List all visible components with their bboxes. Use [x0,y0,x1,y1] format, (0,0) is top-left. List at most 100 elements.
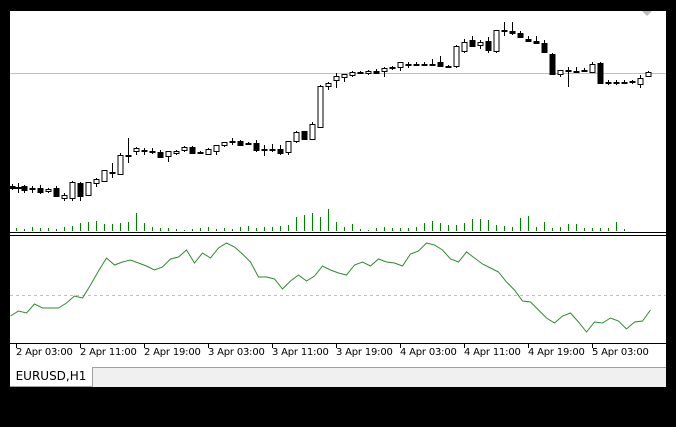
bear-candle-body [413,64,420,66]
time-axis-label: 5 Apr 03:00 [592,347,649,358]
bull-candle-body [165,151,172,157]
bull-candle-body [221,142,228,146]
bull-candle-body [101,170,108,182]
bull-candle-body [69,182,76,199]
bear-candle-body [245,143,252,145]
time-axis-label: 2 Apr 11:00 [80,347,137,358]
bull-candle-body [421,64,428,66]
bull-candle-body [93,179,100,184]
bear-candle-body [29,188,36,190]
bear-candle-body [469,40,476,47]
bear-candle-body [525,39,532,42]
bear-candle-body [197,152,204,154]
indicator-line [10,242,651,333]
time-axis-label: 3 Apr 03:00 [208,347,265,358]
bear-candle-body [517,33,524,38]
bear-candle-body [229,141,236,143]
bull-candle-body [501,30,508,32]
bull-candle-body [285,141,292,153]
time-axis-label: 4 Apr 03:00 [400,347,457,358]
bear-candle-body [613,82,620,84]
bull-candle-body [205,149,212,155]
bull-candle-body [637,78,644,85]
bear-candle-body [141,150,148,152]
bear-candle-body [605,82,612,84]
bull-candle-body [365,71,372,74]
chart-canvas[interactable] [10,11,666,367]
bear-candle-body [301,131,308,140]
bull-candle-body [629,81,636,83]
bull-candle-body [317,86,324,128]
bear-candle-body [581,70,588,72]
bull-candle-body [557,70,564,75]
bull-candle-body [293,132,300,142]
bull-candle-body [333,76,340,81]
bull-candle-body [349,72,356,76]
time-axis-ticks [16,343,593,348]
time-axis-label: 4 Apr 19:00 [528,347,585,358]
bear-candle-body [533,41,540,44]
time-axis-label: 2 Apr 03:00 [16,347,73,358]
bull-candle-body [445,66,452,68]
bear-candle-body [15,187,22,189]
bull-candle-body [117,155,124,175]
chart-frame[interactable] [10,11,666,387]
bull-candle-body [461,42,468,52]
bull-candle-body [357,72,364,74]
bear-candle-body [573,71,580,73]
bear-candle-body [549,54,556,75]
time-axis-label: 4 Apr 11:00 [464,347,521,358]
tab-eurusd-h1[interactable]: EURUSD,H1 [10,367,93,387]
bull-candle-body [389,67,396,69]
bear-candle-body [10,186,16,189]
bear-candle-body [277,149,284,154]
bear-candle-body [565,70,572,72]
bear-candle-body [261,149,268,151]
bear-candle-body [437,62,444,67]
bear-candle-body [53,188,60,197]
bear-candle-body [237,141,244,146]
bull-candle-body [589,64,596,73]
bear-candle-body [77,183,84,197]
bear-candle-body [21,186,28,191]
bull-candle-body [61,195,68,199]
bear-candle-body [37,188,44,193]
volume-bars [16,209,625,231]
bull-candle-body [493,30,500,52]
bull-candle-body [325,83,332,87]
bear-candle-body [189,147,196,154]
bull-candle-body [181,147,188,151]
bear-candle-body [509,31,516,34]
bull-candle-body [173,151,180,154]
bear-candle-body [541,43,548,53]
chart-shift-marker-icon[interactable] [642,11,652,16]
candlesticks [10,22,652,201]
bull-candle-body [309,124,316,140]
time-axis-label: 2 Apr 19:00 [144,347,201,358]
bull-candle-body [477,42,484,46]
bear-candle-body [253,143,260,151]
bear-candle-body [125,155,132,157]
bull-candle-body [133,148,140,152]
bear-candle-body [621,82,628,84]
bull-candle-body [45,189,52,192]
bear-candle-body [157,152,164,158]
bull-candle-body [341,74,348,78]
bull-candle-body [381,68,388,72]
bull-candle-body [397,62,404,68]
time-axis-label: 3 Apr 11:00 [272,347,329,358]
bear-candle-body [485,41,492,51]
bull-candle-body [453,46,460,67]
bear-candle-body [373,71,380,74]
bear-candle-body [597,63,604,84]
bear-candle-body [269,149,276,151]
bear-candle-body [405,64,412,66]
bull-candle-body [213,145,220,152]
bear-candle-body [109,172,116,174]
bear-candle-body [429,64,436,66]
chart-tab-bar: EURUSD,H1 [10,367,666,387]
bear-candle-body [149,151,156,153]
bull-candle-body [645,72,652,77]
bull-candle-body [85,182,92,196]
time-axis-label: 3 Apr 19:00 [336,347,393,358]
